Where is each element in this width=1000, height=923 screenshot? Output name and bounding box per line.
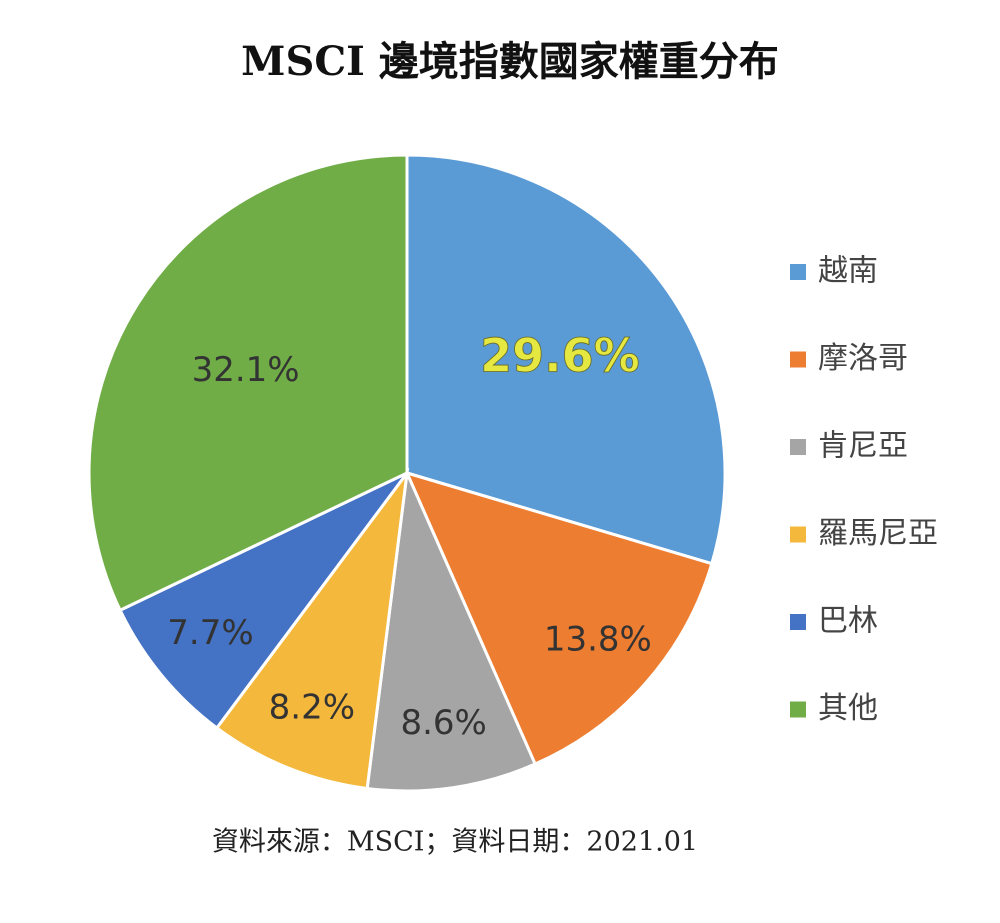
pie-slice: [365, 467, 538, 793]
data-label: 8.2%: [269, 687, 355, 727]
pie-slice: [405, 153, 727, 566]
pie-slice: [214, 467, 410, 791]
pie-slice: [87, 153, 409, 613]
legend-swatch: [790, 439, 806, 455]
legend-label: 越南: [818, 254, 878, 289]
legend-swatch: [790, 264, 806, 280]
pie-slice: [404, 470, 714, 767]
pie-slice: [118, 471, 409, 730]
legend-label: 其他: [818, 691, 878, 726]
legend-swatch: [790, 614, 806, 630]
legend-label: 摩洛哥: [818, 341, 908, 376]
data-label: 29.6%: [480, 328, 640, 382]
legend-label: 肯尼亞: [818, 429, 908, 464]
data-label: 7.7%: [167, 613, 253, 653]
data-label: 13.8%: [544, 620, 652, 660]
legend-swatch: [790, 351, 806, 368]
legend-label: 羅馬尼亞: [818, 516, 938, 551]
legend-swatch: [790, 526, 806, 543]
data-label: 8.6%: [400, 703, 486, 743]
chart-title: MSCI 邊境指數國家權重分布: [241, 38, 779, 85]
data-label: 32.1%: [192, 350, 300, 390]
legend-label: 巴林: [818, 604, 878, 639]
legend-swatch: [790, 701, 806, 718]
source-note: 資料來源：MSCI；資料日期：2021.01: [212, 827, 698, 858]
